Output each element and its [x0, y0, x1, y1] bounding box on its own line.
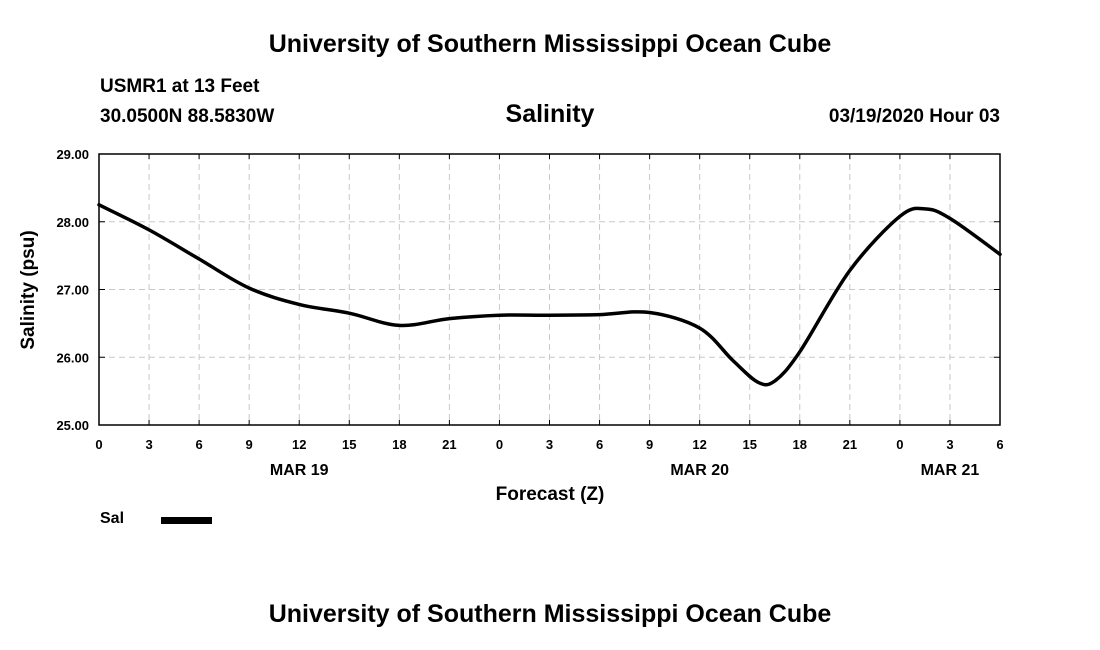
x-date-label: MAR 21	[921, 462, 980, 479]
salinity-chart: 0 3 6 9 12 15 18 21 0 3 6 9 12 15 18 21 0 3 6 29.00 28.00 27.…	[18, 147, 1004, 505]
footer-title: University of Southern Mississippi Ocean…	[268, 600, 832, 628]
y-tick-label: 27.00	[56, 283, 89, 298]
series-layer	[97, 203, 1002, 387]
chart-title: Salinity	[505, 100, 595, 128]
axis-ticks	[98, 153, 1001, 426]
y-tick-label: 25.00	[56, 418, 89, 433]
x-date-label: MAR 20	[670, 462, 729, 479]
x-date-label: MAR 19	[270, 462, 329, 479]
y-tick-label: 26.00	[56, 350, 89, 365]
legend-swatch	[161, 517, 212, 524]
x-tick-label: 3	[145, 437, 152, 452]
x-tick-label: 9	[246, 437, 253, 452]
x-tick-label: 0	[896, 437, 903, 452]
x-tick-label: 0	[95, 437, 102, 452]
x-tick-label: 15	[342, 437, 356, 452]
x-tick-label: 3	[546, 437, 553, 452]
legend-label: Sal	[100, 510, 125, 527]
x-tick-label: 6	[195, 437, 202, 452]
y-axis-label: Salinity (psu)	[18, 230, 39, 349]
station-coordinates: 30.0500N 88.5830W	[100, 106, 275, 127]
x-tick-label: 6	[996, 437, 1003, 452]
x-tick-label: 18	[793, 437, 807, 452]
station-label: USMR1 at 13 Feet	[100, 76, 260, 97]
x-tick-label: 0	[496, 437, 503, 452]
x-tick-label: 3	[946, 437, 953, 452]
x-tick-label: 21	[442, 437, 456, 452]
x-tick-label: 12	[292, 437, 306, 452]
forecast-datetime: 03/19/2020 Hour 03	[828, 106, 1000, 127]
y-tick-label: 29.00	[56, 147, 89, 162]
chart-grid	[99, 154, 1000, 425]
x-axis-label: Forecast (Z)	[496, 484, 605, 505]
salinity-line	[97, 203, 1002, 387]
y-tick-label: 28.00	[56, 215, 89, 230]
x-tick-label: 21	[843, 437, 857, 452]
x-tick-label: 12	[692, 437, 706, 452]
axis-tick-labels: 0 3 6 9 12 15 18 21 0 3 6 9 12 15 18 21 0 3 6 29.00 28.00 27.…	[56, 147, 1003, 479]
x-tick-label: 6	[596, 437, 603, 452]
x-tick-label: 18	[392, 437, 406, 452]
page-title: University of Southern Mississippi Ocean…	[268, 30, 832, 58]
x-tick-label: 9	[646, 437, 653, 452]
x-tick-label: 15	[742, 437, 756, 452]
